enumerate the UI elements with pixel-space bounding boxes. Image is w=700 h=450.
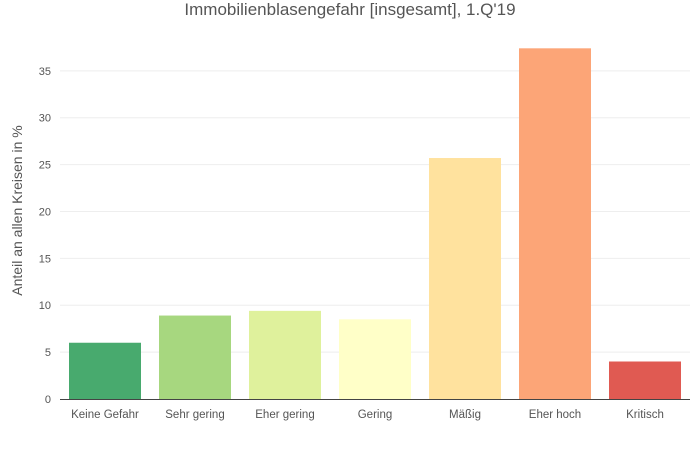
y-tick-label: 5 <box>45 347 51 359</box>
y-tick-label: 35 <box>39 66 51 78</box>
y-axis-title: Anteil an allen Kreisen in % <box>9 125 25 295</box>
grid-lines <box>60 70 690 353</box>
y-tick-label: 25 <box>39 160 51 172</box>
x-tick-label: Eher hoch <box>529 409 581 421</box>
x-tick-label: Mäßig <box>449 409 481 421</box>
y-tick-label: 10 <box>39 300 51 312</box>
chart-title: Immobilienblasengefahr [insgesamt], 1.Q'… <box>184 0 515 19</box>
x-tick-label: Kritisch <box>626 409 664 421</box>
y-tick-label: 15 <box>39 253 51 265</box>
y-tick-label: 30 <box>39 113 51 125</box>
x-axis-ticks: Keine Gefahr Sehr gering Eher gering Gering… <box>71 409 664 421</box>
x-tick-label: Eher gering <box>255 409 314 421</box>
x-tick-label: Keine Gefahr <box>71 409 139 421</box>
y-tick-label: 20 <box>39 206 51 218</box>
bar-keine-gefahr[interactable] <box>69 342 141 399</box>
bar-eher-gering[interactable] <box>249 310 321 399</box>
bar-sehr-gering[interactable] <box>159 315 231 399</box>
bar-kritisch[interactable] <box>609 361 681 399</box>
bar-eher-hoch[interactable] <box>519 48 591 400</box>
x-tick-label: Sehr gering <box>165 409 224 421</box>
y-tick-label: 0 <box>45 394 51 406</box>
x-tick-label: Gering <box>358 409 393 421</box>
bar-mäßig[interactable] <box>429 158 501 399</box>
y-axis-ticks: 0 5 10 15 20 25 30 35 <box>39 66 51 406</box>
bar-gering[interactable] <box>339 319 411 399</box>
bars <box>69 48 681 400</box>
